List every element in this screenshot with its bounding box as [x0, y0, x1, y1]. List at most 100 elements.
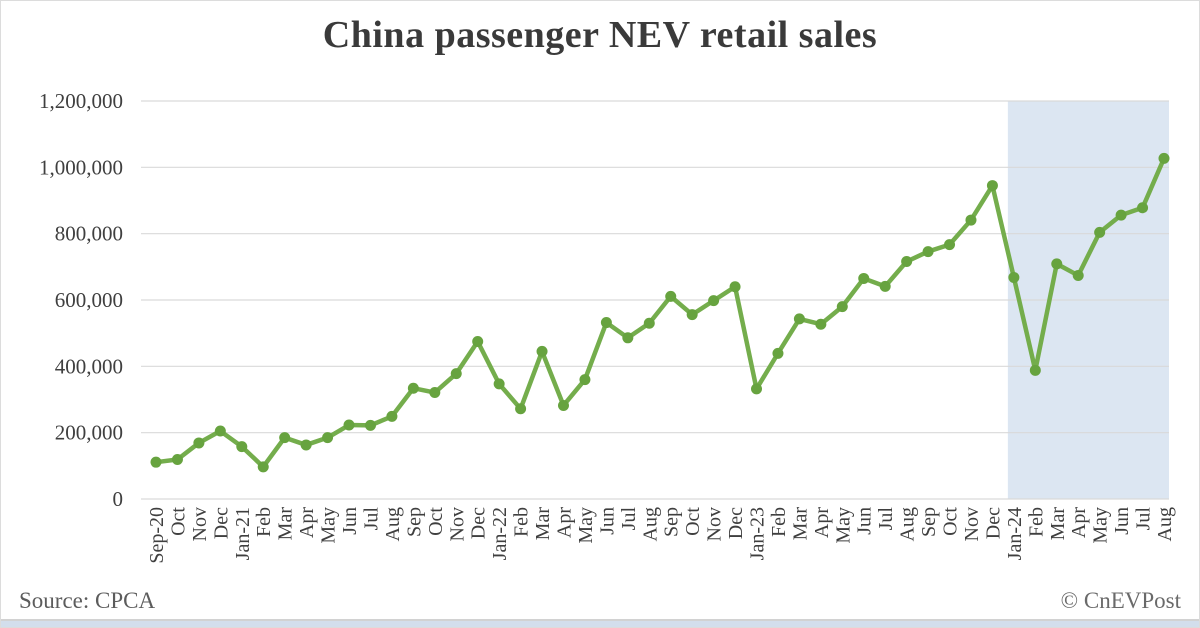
- x-tick-label: Jun: [854, 507, 876, 535]
- data-point-marker: [493, 378, 505, 390]
- data-point-marker: [322, 432, 334, 444]
- x-tick-label: Nov: [961, 507, 983, 541]
- x-tick-label: Jul: [875, 507, 897, 531]
- x-tick-label: Apr: [296, 507, 318, 538]
- x-tick-label: Dec: [210, 507, 232, 539]
- x-tick-label: Feb: [511, 507, 533, 537]
- x-tick-label: Mar: [275, 507, 297, 541]
- source-label: Source: CPCA: [19, 588, 156, 613]
- data-point-marker: [429, 387, 441, 399]
- y-tick-label: 0: [113, 487, 124, 511]
- data-point-marker: [1029, 364, 1041, 376]
- data-point-marker: [1051, 258, 1063, 270]
- x-tick-label: Jan-24: [1004, 507, 1026, 560]
- x-tick-label: Apr: [553, 507, 575, 538]
- x-tick-label: Apr: [811, 507, 833, 538]
- data-point-marker: [236, 441, 248, 453]
- x-tick-label: May: [832, 507, 854, 544]
- data-point-marker: [858, 272, 870, 284]
- x-tick-label: Oct: [940, 507, 962, 536]
- x-tick-label: Dec: [725, 507, 747, 539]
- x-tick-label: Sep: [918, 507, 940, 537]
- x-tick-label: Aug: [639, 507, 661, 541]
- y-tick-label: 400,000: [55, 354, 123, 378]
- x-tick-label: Jun: [596, 507, 618, 535]
- data-point-marker: [836, 301, 848, 313]
- x-tick-label: Jun: [1111, 507, 1133, 535]
- x-tick-label: Aug: [897, 507, 919, 541]
- data-point-marker: [729, 281, 741, 293]
- data-point-marker: [879, 280, 891, 292]
- data-point-marker: [922, 246, 934, 258]
- x-tick-label: Mar: [532, 507, 554, 541]
- x-tick-label: Jan-22: [489, 507, 511, 560]
- y-tick-label: 1,000,000: [39, 155, 123, 179]
- x-tick-label: Jul: [1133, 507, 1155, 531]
- x-tick-label: Feb: [1025, 507, 1047, 537]
- data-point-marker: [1008, 271, 1020, 283]
- x-tick-label: Oct: [167, 507, 189, 536]
- y-tick-label: 200,000: [55, 421, 123, 445]
- data-point-marker: [600, 317, 612, 329]
- y-tick-label: 1,200,000: [39, 89, 123, 113]
- data-point-marker: [1072, 269, 1084, 281]
- footer-divider: [1, 619, 1199, 621]
- data-point-marker: [793, 313, 805, 325]
- data-point-marker: [300, 439, 312, 451]
- data-point-marker: [343, 419, 355, 431]
- data-point-marker: [1158, 152, 1170, 164]
- data-point-marker: [751, 383, 763, 395]
- data-point-marker: [986, 180, 998, 192]
- x-tick-label: Nov: [704, 507, 726, 541]
- x-tick-label: Mar: [1047, 507, 1069, 541]
- data-point-marker: [364, 419, 376, 431]
- data-point-marker: [772, 347, 784, 359]
- credit-label: © CnEVPost: [1060, 588, 1181, 613]
- data-point-marker: [407, 382, 419, 394]
- data-point-marker: [579, 374, 591, 386]
- y-tick-label: 800,000: [55, 222, 123, 246]
- data-point-marker: [472, 335, 484, 347]
- data-point-marker: [279, 432, 291, 444]
- x-tick-label: Jun: [339, 507, 361, 535]
- x-tick-label: Aug: [382, 507, 404, 541]
- x-tick-label: Jan-23: [747, 507, 769, 560]
- data-point-marker: [450, 368, 462, 380]
- data-point-marker: [965, 214, 977, 226]
- data-point-marker: [557, 399, 569, 411]
- data-point-marker: [193, 437, 205, 449]
- x-tick-label: May: [318, 507, 340, 544]
- data-point-marker: [1094, 226, 1106, 238]
- data-point-marker: [643, 317, 655, 329]
- x-tick-label: Nov: [189, 507, 211, 541]
- x-tick-label: Mar: [789, 507, 811, 541]
- data-point-marker: [665, 290, 677, 302]
- x-tick-label: May: [575, 507, 597, 544]
- x-tick-label: Dec: [468, 507, 490, 539]
- x-tick-label: May: [1090, 507, 1112, 544]
- x-tick-label: Dec: [982, 507, 1004, 539]
- x-tick-label: Jan-21: [232, 507, 254, 560]
- data-point-marker: [1115, 209, 1127, 221]
- bottom-accent-bar: [1, 621, 1199, 627]
- x-tick-label: Feb: [768, 507, 790, 537]
- data-point-marker: [1137, 202, 1149, 214]
- data-point-marker: [214, 425, 226, 437]
- data-point-marker: [515, 403, 527, 415]
- data-point-marker: [150, 456, 162, 468]
- data-point-marker: [386, 410, 398, 422]
- x-tick-label: Oct: [682, 507, 704, 536]
- x-tick-label: Jul: [360, 507, 382, 531]
- data-point-marker: [622, 332, 634, 344]
- x-tick-label: Apr: [1068, 507, 1090, 538]
- x-tick-label: Sep-20: [146, 507, 168, 564]
- data-point-marker: [708, 295, 720, 307]
- x-tick-label: Feb: [253, 507, 275, 537]
- data-point-marker: [536, 345, 548, 357]
- data-point-marker: [815, 318, 827, 330]
- x-tick-label: Oct: [425, 507, 447, 536]
- data-point-marker: [944, 239, 956, 251]
- x-tick-label: Jul: [618, 507, 640, 531]
